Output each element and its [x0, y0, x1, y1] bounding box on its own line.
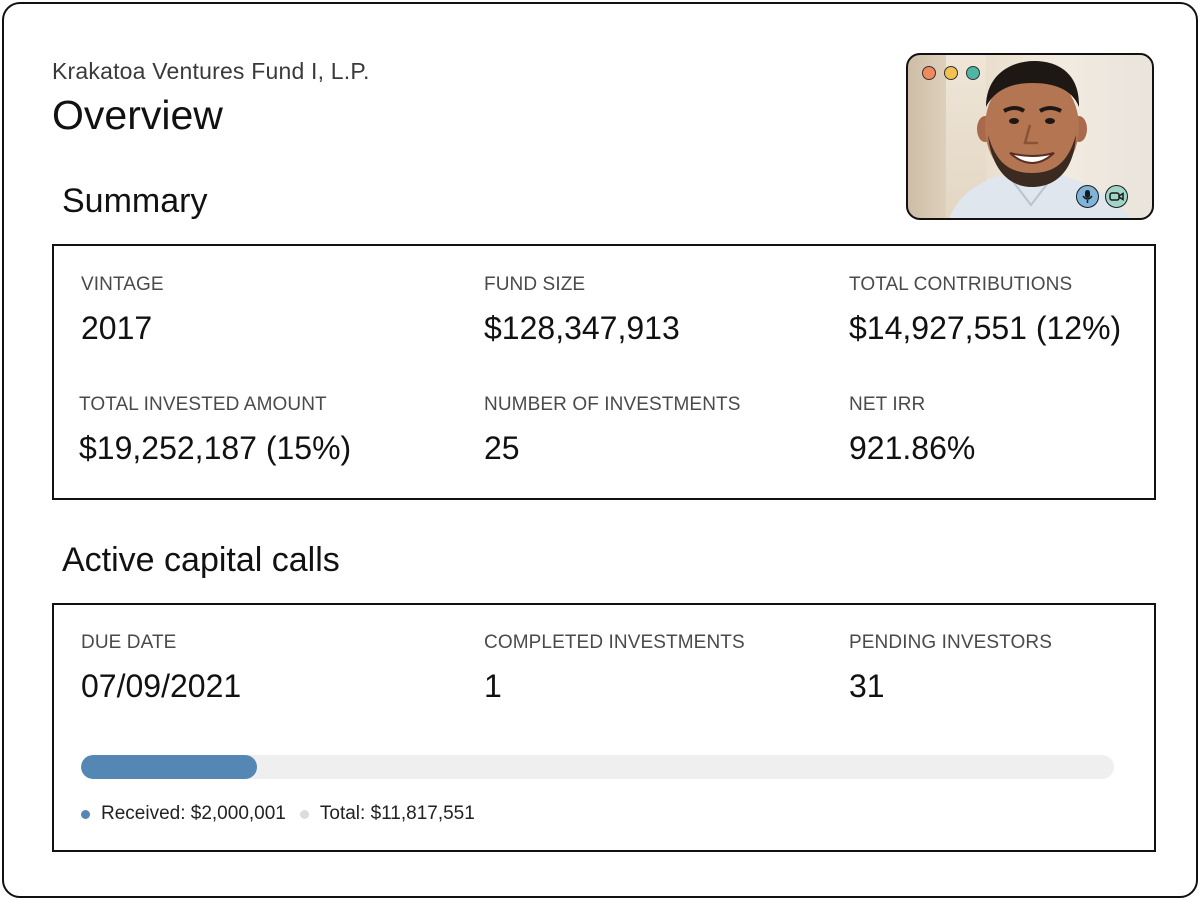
- microphone-icon: [1082, 190, 1093, 203]
- summary-card: VINTAGE 2017 FUND SIZE $128,347,913 TOTA…: [52, 244, 1156, 500]
- stat-pending-investors: PENDING INVESTORS 31: [849, 632, 1052, 705]
- window-close-dot[interactable]: [922, 66, 936, 80]
- stat-value: 921.86%: [849, 430, 976, 466]
- stat-label: TOTAL CONTRIBUTIONS: [849, 274, 1073, 295]
- stat-total-contributions: TOTAL CONTRIBUTIONS $14,927,551 (12%): [849, 274, 1121, 347]
- camera-button[interactable]: [1105, 185, 1128, 208]
- stat-total-invested: TOTAL INVESTED AMOUNT $19,252,187 (15%): [79, 394, 351, 467]
- page-title: Overview: [52, 92, 223, 138]
- legend-received: Received: $2,000,001: [81, 803, 286, 825]
- stat-fund-size: FUND SIZE $128,347,913: [484, 274, 680, 347]
- stat-value: 07/09/2021: [81, 668, 242, 704]
- legend-total-label: Total: $11,817,551: [319, 803, 475, 824]
- fund-name: Krakatoa Ventures Fund I, L.P.: [52, 58, 370, 84]
- total-dot-icon: [299, 809, 309, 819]
- stat-vintage: VINTAGE 2017: [81, 274, 164, 347]
- progress-legend: Received: $2,000,001 Total: $11,817,551: [81, 803, 489, 825]
- stat-net-irr: NET IRR 921.86%: [849, 394, 975, 467]
- capital-calls-heading: Active capital calls: [62, 541, 340, 579]
- microphone-button[interactable]: [1076, 185, 1099, 208]
- stat-label: NUMBER OF INVESTMENTS: [484, 394, 741, 415]
- capital-calls-card[interactable]: DUE DATE 07/09/2021 COMPLETED INVESTMENT…: [52, 603, 1156, 852]
- stat-label: PENDING INVESTORS: [849, 632, 1052, 653]
- capital-call-progress-fill: [81, 755, 257, 779]
- summary-heading: Summary: [62, 182, 208, 220]
- stat-due-date: DUE DATE 07/09/2021: [81, 632, 241, 705]
- capital-call-progress-bar: [81, 755, 1114, 779]
- stat-label: TOTAL INVESTED AMOUNT: [79, 394, 327, 415]
- stat-value: 1: [484, 668, 502, 704]
- video-call-window[interactable]: [906, 53, 1154, 220]
- stat-value: 2017: [81, 310, 153, 346]
- legend-received-label: Received: $2,000,001: [101, 803, 286, 824]
- stat-label: COMPLETED INVESTMENTS: [484, 632, 745, 653]
- stat-label: VINTAGE: [81, 274, 164, 295]
- legend-total: Total: $11,817,551: [299, 803, 475, 825]
- received-dot-icon: [81, 809, 90, 819]
- camera-icon: [1109, 192, 1124, 201]
- window-maximize-dot[interactable]: [966, 66, 980, 80]
- stat-completed-investments: COMPLETED INVESTMENTS 1: [484, 632, 745, 705]
- stat-value: $19,252,187 (15%): [79, 430, 352, 466]
- stat-value: $128,347,913: [484, 310, 680, 346]
- stat-number-of-investments: NUMBER OF INVESTMENTS 25: [484, 394, 741, 467]
- window-minimize-dot[interactable]: [944, 66, 958, 80]
- stat-label: DUE DATE: [81, 632, 177, 653]
- stat-value: $14,927,551 (12%): [849, 310, 1122, 346]
- stat-label: NET IRR: [849, 394, 926, 415]
- stat-value: 25: [484, 430, 520, 466]
- stat-value: 31: [849, 668, 885, 704]
- stat-label: FUND SIZE: [484, 274, 586, 295]
